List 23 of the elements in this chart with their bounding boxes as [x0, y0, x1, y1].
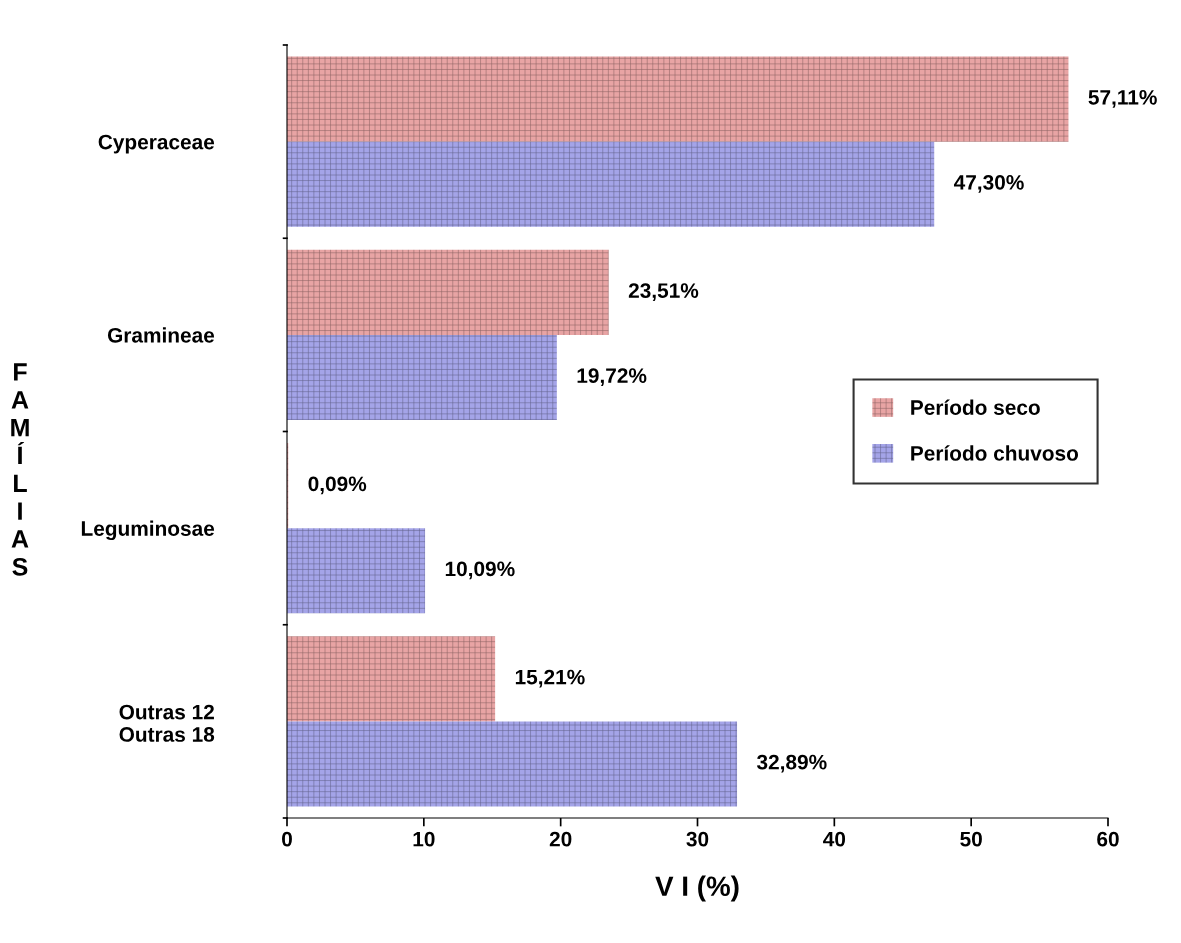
x-tick-label: 20: [549, 831, 572, 847]
y-tick-label: Cyperaceae: [98, 134, 215, 154]
legend-label: Período seco: [911, 399, 1040, 415]
x-tick-label: 60: [1097, 831, 1119, 847]
x-tick-label: 50: [960, 831, 982, 847]
legend-label: Período chuvoso: [911, 445, 1079, 461]
x-tick-label: 0: [282, 831, 292, 847]
x-tick-label: 30: [686, 831, 709, 847]
y-tick-label: Gramineae: [107, 327, 215, 343]
y-tick-label: Outras 12 Outras 18: [119, 704, 215, 742]
data-label: 19,72%: [577, 368, 647, 386]
y-axis-title: FAMÍLIAS: [11, 363, 29, 576]
x-tick-label: 40: [823, 831, 846, 847]
x-tick-label: 10: [413, 831, 435, 847]
data-label: 32,89%: [756, 754, 827, 773]
x-axis-title: V I (%): [655, 875, 739, 902]
data-label: 0,09%: [308, 476, 367, 495]
data-label: 15,21%: [515, 669, 585, 688]
data-label: 23,51%: [628, 283, 699, 301]
data-label: 57,11%: [1088, 90, 1157, 108]
y-tick-label: Leguminosae: [81, 520, 215, 541]
data-label: 47,30%: [953, 174, 1024, 193]
data-label: 10,09%: [445, 561, 515, 580]
